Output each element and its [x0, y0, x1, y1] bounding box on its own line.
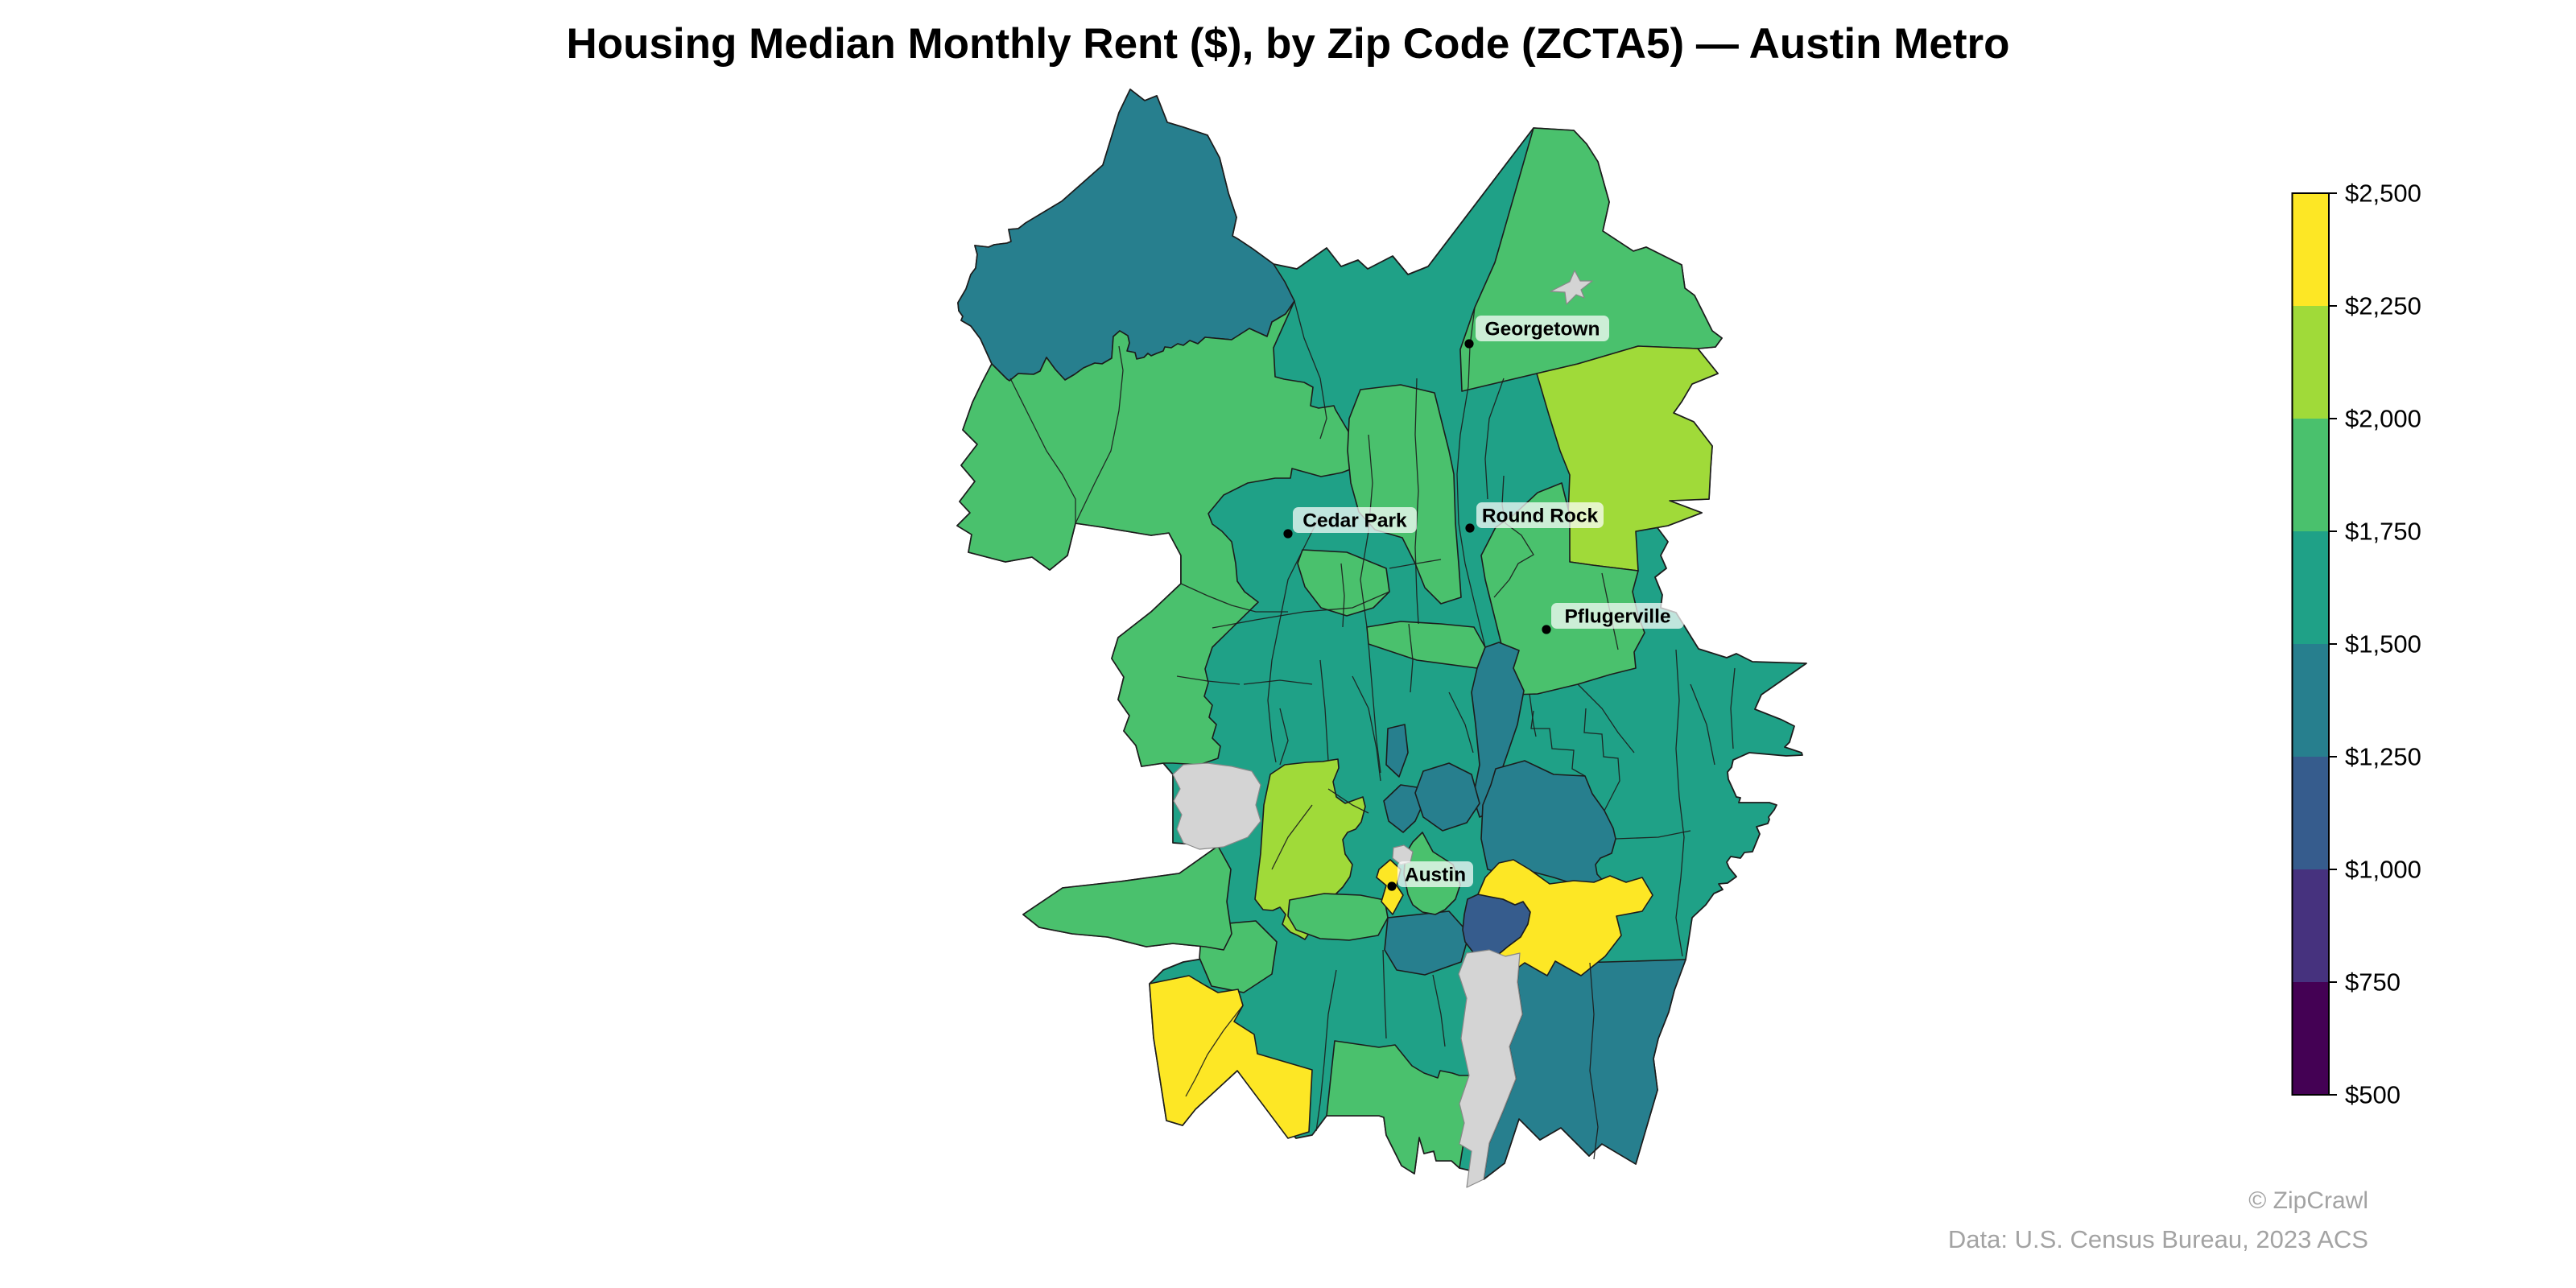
svg-text:$2,500: $2,500 [2345, 180, 2421, 208]
svg-text:$1,250: $1,250 [2345, 743, 2421, 771]
svg-text:$1,500: $1,500 [2345, 630, 2421, 658]
svg-text:Georgetown: Georgetown [1485, 319, 1600, 341]
svg-text:Cedar Park: Cedar Park [1302, 510, 1407, 532]
svg-text:$1,750: $1,750 [2345, 518, 2421, 546]
svg-text:$1,000: $1,000 [2345, 856, 2421, 884]
svg-text:Round Rock: Round Rock [1482, 506, 1599, 527]
svg-text:Austin: Austin [1405, 865, 1466, 886]
svg-text:$2,000: $2,000 [2345, 405, 2421, 433]
svg-text:Pflugerville: Pflugerville [1564, 606, 1670, 628]
svg-text:$750: $750 [2345, 968, 2401, 997]
svg-text:$2,250: $2,250 [2345, 292, 2421, 320]
svg-text:$500: $500 [2345, 1081, 2401, 1109]
